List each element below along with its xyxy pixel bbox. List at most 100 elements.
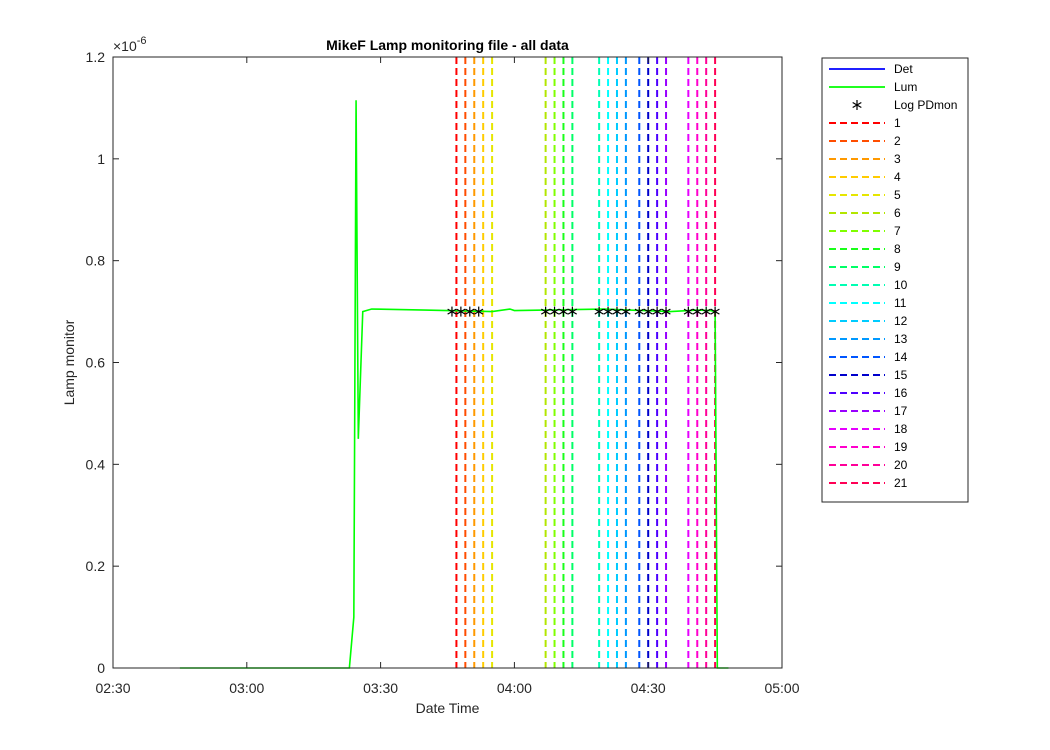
star-stroke [540, 308, 551, 315]
legend-label: 15 [894, 368, 908, 382]
x-tick-label: 04:30 [631, 680, 666, 696]
star-stroke [621, 308, 631, 315]
legend-label: 20 [894, 458, 908, 472]
log-pdmon-marker [710, 306, 720, 317]
plot-area [113, 57, 782, 668]
legend-entry: 4 [829, 170, 901, 184]
legend-label: 13 [894, 332, 908, 346]
legend-label: 16 [894, 386, 908, 400]
log-pdmon-marker [621, 306, 631, 317]
legend-entry: Lum [829, 80, 917, 94]
legend-entry: 3 [829, 152, 901, 166]
log-pdmon-marker [634, 306, 644, 317]
star-stroke [474, 308, 484, 315]
legend-entry: 8 [829, 242, 901, 256]
star-stroke [447, 308, 457, 315]
legend-label: 4 [894, 170, 901, 184]
y-axis-label: Lamp monitor [61, 319, 77, 405]
star-stroke [612, 308, 622, 315]
axis-ticks: 02:30 03:00 03:30 04:00 04:30 05:00 0 0.2 0.4 0.6… [86, 49, 800, 696]
star-stroke [558, 308, 569, 315]
star-stroke [652, 308, 662, 315]
x-tick-label: 04:00 [497, 680, 532, 696]
legend-label: Log PDmon [894, 98, 957, 112]
chart-title: MikeF Lamp monitoring file - all data [326, 37, 569, 53]
y-tick-label: 0.4 [86, 456, 106, 472]
legend-entry: 12 [829, 314, 908, 328]
legend-label: 18 [894, 422, 908, 436]
vertical-marker-lines [455, 57, 717, 668]
legend-label: 19 [894, 440, 908, 454]
log-pdmon-marker [612, 306, 622, 317]
legend-entry: Det [829, 62, 913, 76]
legend-entry: 6 [829, 206, 901, 220]
legend-entry: 18 [829, 422, 908, 436]
legend-label: 9 [894, 260, 901, 274]
log-pdmon-marker [567, 306, 578, 317]
y-tick-label: 0.6 [86, 355, 106, 371]
legend-entry: 10 [829, 278, 908, 292]
legend-label: 1 [894, 116, 901, 130]
x-tick-label: 05:00 [764, 680, 799, 696]
log-pdmon-marker [540, 306, 551, 317]
legend-entry: 1 [829, 116, 901, 130]
log-pdmon-marker [549, 306, 560, 317]
star-stroke [710, 308, 720, 315]
legend-entry: 11 [829, 296, 907, 310]
star-stroke [465, 308, 475, 315]
legend-label: 10 [894, 278, 908, 292]
series-layer [179, 100, 729, 669]
y-tick-label: 0.2 [86, 558, 106, 574]
legend-label: 21 [894, 476, 908, 490]
log-pdmon-marker [661, 306, 671, 317]
log-pdmon-marker [643, 306, 653, 317]
y-axis-exponent-base: ×10 [113, 38, 137, 54]
log-pdmon-marker [652, 306, 662, 317]
legend-label: 17 [894, 404, 908, 418]
log-pdmon-marker [594, 306, 604, 317]
series-line-lum [179, 100, 729, 669]
log-pdmon-marker [456, 306, 466, 317]
star-stroke [603, 308, 613, 315]
legend-label: 6 [894, 206, 901, 220]
legend-entry: 17 [829, 404, 908, 418]
y-tick-label: 0 [97, 660, 105, 676]
star-stroke [683, 308, 693, 315]
log-pdmon-marker [701, 306, 711, 317]
log-pdmon-marker [683, 306, 693, 317]
star-stroke [634, 308, 644, 315]
legend-label: Det [894, 62, 913, 76]
legend-label: 7 [894, 224, 901, 238]
y-axis-exponent-power: -6 [137, 35, 147, 47]
y-tick-label: 0.8 [86, 253, 106, 269]
legend-entry: 16 [829, 386, 908, 400]
legend-label: Lum [894, 80, 917, 94]
y-axis-exponent: ×10-6 [113, 35, 147, 54]
star-stroke [692, 308, 702, 315]
legend-entry: Log PDmon [852, 98, 957, 112]
star-stroke [643, 308, 653, 315]
x-tick-label: 02:30 [95, 680, 130, 696]
legend-entry: 21 [829, 476, 908, 490]
star-stroke [701, 308, 711, 315]
log-pdmon-marker [474, 306, 484, 317]
legend-entry: 5 [829, 188, 901, 202]
legend-entry: 9 [829, 260, 901, 274]
star-stroke [661, 308, 671, 315]
legend-label: 3 [894, 152, 901, 166]
log-pdmon-markers [447, 306, 720, 317]
legend-marker [852, 100, 862, 110]
legend-label: 8 [894, 242, 901, 256]
log-pdmon-marker [447, 306, 457, 317]
legend-entry: 19 [829, 440, 908, 454]
star-stroke [594, 308, 604, 315]
y-tick-label: 1.2 [86, 49, 106, 65]
legend-label: 11 [894, 296, 907, 310]
legend-label: 12 [894, 314, 908, 328]
legend-entry: 13 [829, 332, 908, 346]
star-stroke [852, 101, 862, 109]
star-stroke [567, 308, 578, 315]
legend-entry: 20 [829, 458, 908, 472]
